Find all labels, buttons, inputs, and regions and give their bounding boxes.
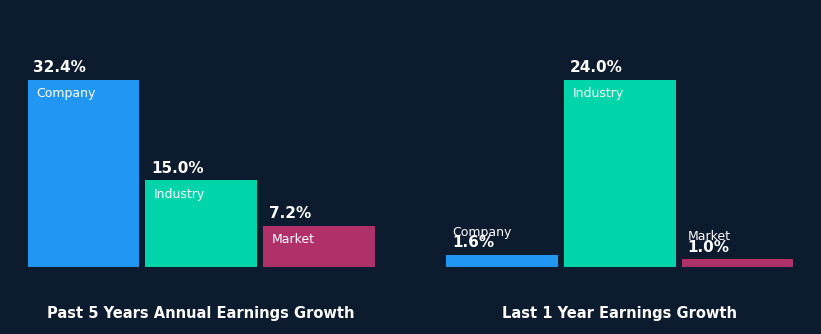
Bar bbox=[263, 225, 374, 267]
Text: Last 1 Year Earnings Growth: Last 1 Year Earnings Growth bbox=[502, 307, 737, 321]
Text: 1.6%: 1.6% bbox=[452, 235, 494, 250]
Text: 24.0%: 24.0% bbox=[570, 60, 622, 75]
Text: Company: Company bbox=[36, 87, 96, 100]
Bar bbox=[447, 255, 558, 267]
Text: Market: Market bbox=[687, 230, 731, 243]
Text: Company: Company bbox=[452, 226, 511, 239]
Text: Industry: Industry bbox=[573, 87, 624, 100]
Text: Market: Market bbox=[272, 233, 315, 246]
Text: Past 5 Years Annual Earnings Growth: Past 5 Years Annual Earnings Growth bbox=[48, 307, 355, 321]
Text: 7.2%: 7.2% bbox=[268, 206, 311, 221]
Text: 1.0%: 1.0% bbox=[687, 240, 730, 255]
Text: 32.4%: 32.4% bbox=[34, 60, 86, 75]
Bar bbox=[564, 79, 676, 267]
Text: 15.0%: 15.0% bbox=[151, 161, 204, 176]
Bar bbox=[145, 180, 257, 267]
Bar bbox=[28, 79, 140, 267]
Text: Industry: Industry bbox=[154, 188, 205, 201]
Bar bbox=[681, 260, 793, 267]
